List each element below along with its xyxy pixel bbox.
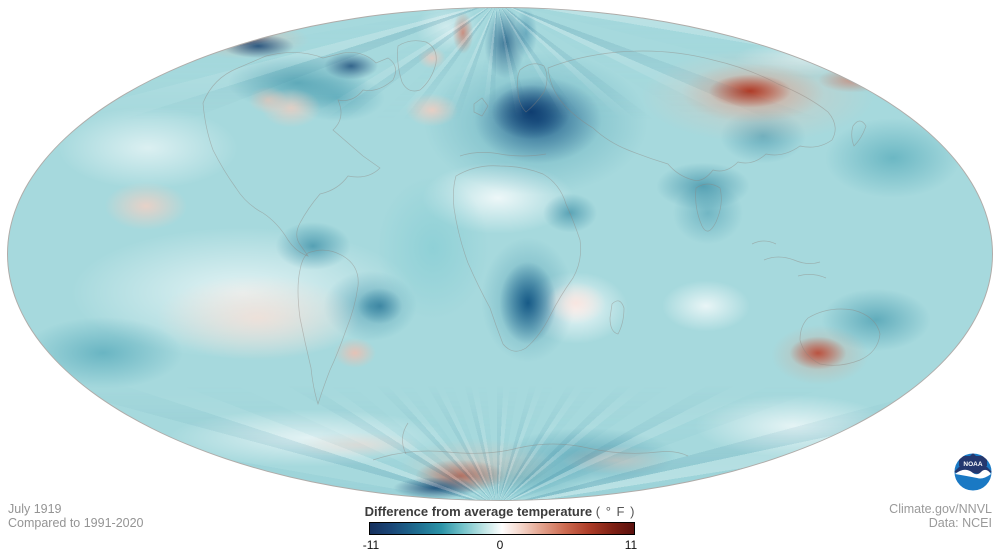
colorbar-tick-mid: 0 bbox=[496, 538, 504, 552]
coastline-paths bbox=[202, 40, 881, 461]
noaa-logo: NOAA bbox=[953, 452, 993, 492]
map-caption: July 1919 Compared to 1991-2020 bbox=[8, 502, 144, 530]
baseline-label: Compared to 1991-2020 bbox=[8, 516, 144, 530]
legend-units: ( ° F ) bbox=[595, 504, 636, 519]
noaa-logo-ring bbox=[953, 452, 993, 492]
noaa-logo-text: NOAA bbox=[963, 461, 982, 468]
source-data: Data: NCEI bbox=[928, 516, 992, 530]
world-anomaly-map bbox=[8, 8, 992, 500]
noaa-seagull-icon bbox=[955, 469, 991, 479]
colorbar-tick-max: 11 bbox=[624, 538, 638, 552]
source-credits: Climate.gov/NNVL Data: NCEI bbox=[889, 502, 992, 530]
temperature-anomaly-field bbox=[8, 8, 992, 500]
south-pole-streaks bbox=[8, 385, 992, 500]
north-pole-streaks bbox=[8, 8, 992, 120]
legend-title: Difference from average temperature ( ° … bbox=[0, 504, 1000, 519]
coastlines bbox=[202, 40, 881, 461]
source-site: Climate.gov/NNVL bbox=[889, 502, 992, 516]
legend-title-text: Difference from average temperature bbox=[364, 504, 593, 519]
date-label: July 1919 bbox=[8, 502, 62, 516]
noaa-logo-sky-top bbox=[959, 456, 987, 466]
colorbar-gradient bbox=[369, 522, 635, 535]
colorbar-tick-min: -11 bbox=[362, 538, 380, 552]
